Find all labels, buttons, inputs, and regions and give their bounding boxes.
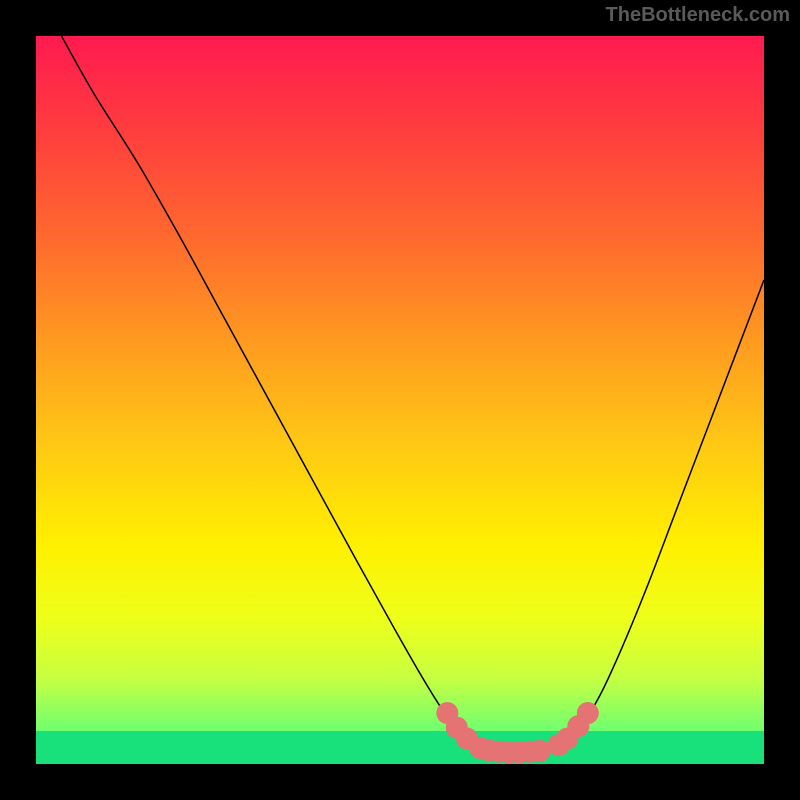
chart-frame bbox=[36, 36, 764, 764]
attribution-text: TheBottleneck.com bbox=[606, 4, 790, 27]
highlight-bump bbox=[36, 36, 764, 764]
